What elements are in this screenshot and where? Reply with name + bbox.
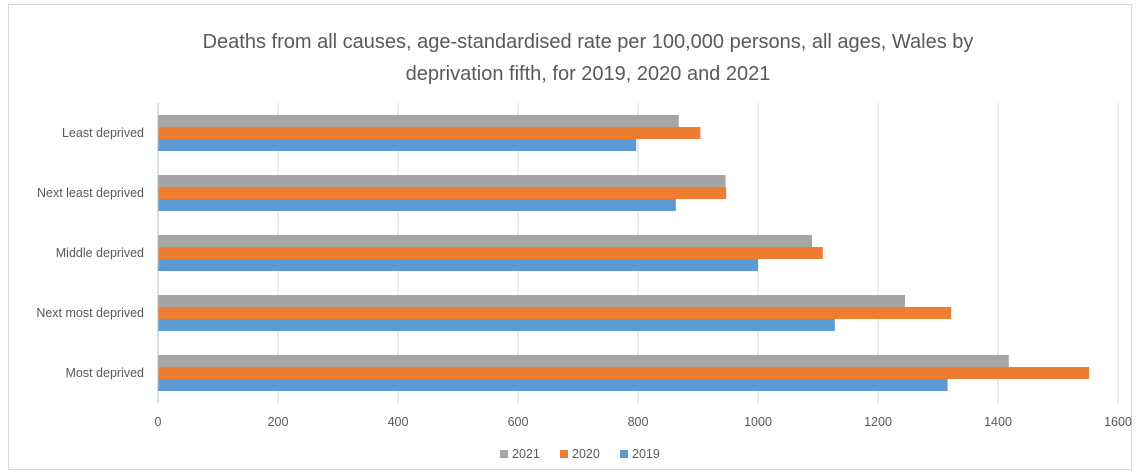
chart-title: Deaths from all causes, age-standardised… xyxy=(203,31,974,85)
bar-2019-next-most-deprived xyxy=(158,319,835,331)
category-label: Next most deprived xyxy=(36,306,144,320)
bar-2020-least-deprived xyxy=(158,127,701,139)
bar-2019-next-least-deprived xyxy=(158,199,676,211)
legend: 2021 2020 2019 xyxy=(500,447,660,461)
legend-label: 2019 xyxy=(632,447,660,461)
category-label: Least deprived xyxy=(62,126,144,140)
x-tick-label: 1000 xyxy=(744,415,772,429)
bar-2021-next-most-deprived xyxy=(158,295,905,307)
bar-2020-next-most-deprived xyxy=(158,307,952,319)
legend-swatch xyxy=(620,450,628,458)
x-tick-label: 800 xyxy=(628,415,649,429)
legend-item-2021: 2021 xyxy=(500,447,540,461)
category-label: Most deprived xyxy=(65,366,144,380)
bar-2019-most-deprived xyxy=(158,379,948,391)
category-label: Next least deprived xyxy=(37,186,144,200)
legend-item-2020: 2020 xyxy=(560,447,600,461)
bar-2019-least-deprived xyxy=(158,139,637,151)
x-tick-label: 600 xyxy=(508,415,529,429)
legend-item-2019: 2019 xyxy=(620,447,660,461)
legend-swatch xyxy=(560,450,568,458)
bar-2021-middle-deprived xyxy=(158,235,812,247)
bar-2019-middle-deprived xyxy=(158,259,758,271)
x-tick-labels: 0 200 400 600 800 1000 1200 1400 1600 xyxy=(155,415,1132,429)
category-labels: Least deprived Next least deprived Middle … xyxy=(36,126,144,380)
x-tick-label: 1400 xyxy=(984,415,1012,429)
x-tick-label: 1200 xyxy=(864,415,892,429)
bar-2021-next-least-deprived xyxy=(158,175,726,187)
x-tick-label: 400 xyxy=(388,415,409,429)
bar-2020-most-deprived xyxy=(158,367,1090,379)
bar-2020-next-least-deprived xyxy=(158,187,727,199)
legend-label: 2021 xyxy=(512,447,540,461)
category-label: Middle deprived xyxy=(56,246,144,260)
x-tick-label: 200 xyxy=(268,415,289,429)
legend-swatch xyxy=(500,450,508,458)
chart-title-line-2: deprivation fifth, for 2019, 2020 and 20… xyxy=(406,63,771,85)
x-tick-label: 0 xyxy=(155,415,162,429)
bar-2021-most-deprived xyxy=(158,355,1009,367)
chart-title-line-1: Deaths from all causes, age-standardised… xyxy=(203,31,974,53)
bar-2021-least-deprived xyxy=(158,115,679,127)
bar-group xyxy=(158,115,1090,391)
x-tick-label: 1600 xyxy=(1104,415,1132,429)
bar-2020-middle-deprived xyxy=(158,247,823,259)
legend-label: 2020 xyxy=(572,447,600,461)
